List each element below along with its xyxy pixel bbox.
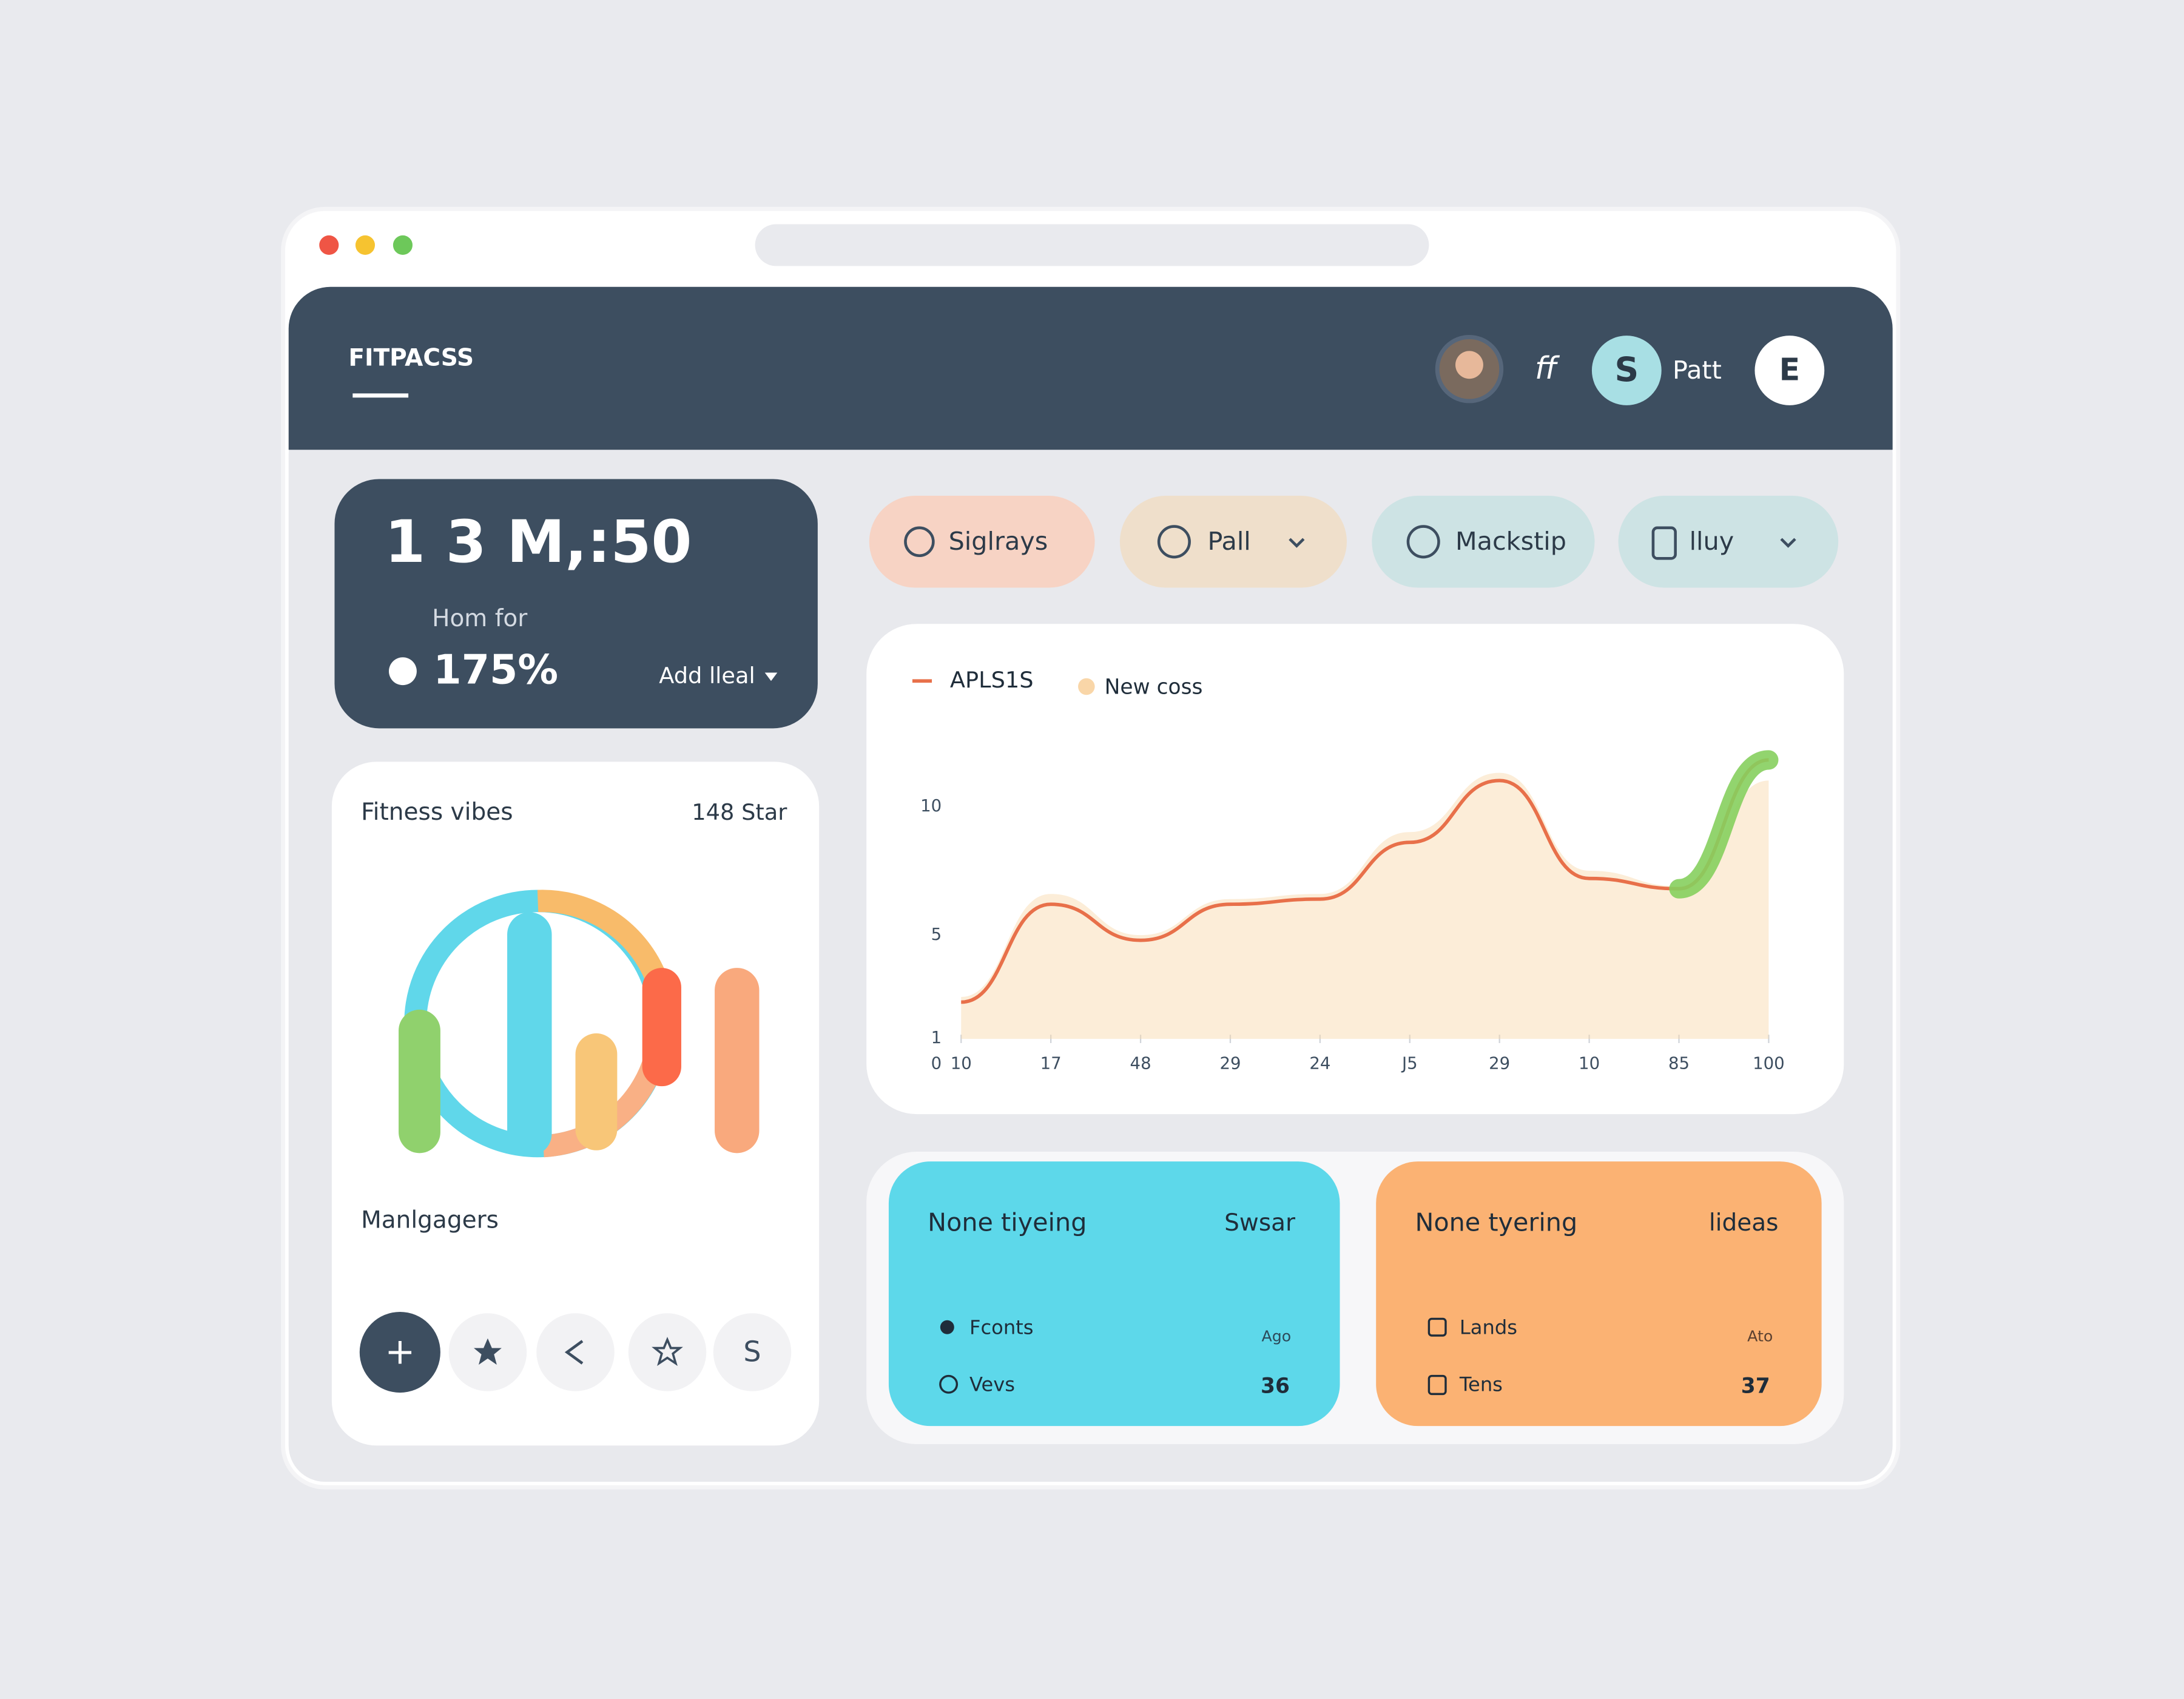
info-value: 37	[1741, 1374, 1770, 1398]
legend-label: APLS1S	[950, 667, 1034, 693]
x-tick-label: J5	[1401, 1053, 1418, 1073]
chevron	[1289, 538, 1305, 548]
filter-pill[interactable]	[869, 496, 1095, 588]
share-button[interactable]	[536, 1313, 615, 1391]
stat-action[interactable]: Add lleal	[659, 663, 755, 689]
info-card[interactable]	[888, 1161, 1340, 1427]
url-bar[interactable]	[755, 224, 1429, 266]
ring-bar	[642, 968, 681, 1087]
avatar-face	[1455, 351, 1483, 379]
share-icon	[564, 1340, 584, 1365]
info-value: 36	[1261, 1374, 1290, 1398]
ring-bar	[507, 912, 552, 1156]
filter-icon	[904, 526, 935, 558]
row-icon	[940, 1320, 954, 1334]
info-tag: lideas	[1709, 1209, 1779, 1237]
x-tick-label: 100	[1753, 1053, 1785, 1073]
y-tick-label: 5	[931, 925, 942, 944]
filter-icon	[1157, 525, 1191, 559]
menu-letter: E	[1779, 351, 1801, 387]
ring-bar	[715, 968, 760, 1153]
info-title: None tyering	[1415, 1208, 1577, 1237]
star-outline	[652, 1337, 683, 1366]
info-row: Tens	[1459, 1373, 1503, 1396]
line-chart: 0 1 5 10 10 17 48 29 24 J5 29 10 85 100 APLS1S New coss	[912, 667, 1785, 1073]
info-tag: Swsar	[1224, 1209, 1296, 1237]
filter-label: Pall	[1207, 527, 1250, 556]
filter-label: lluy	[1690, 527, 1734, 556]
add-button[interactable]	[359, 1311, 440, 1393]
filter-icon	[1406, 525, 1440, 559]
y-tick-label: 10	[920, 796, 942, 816]
stat-icon	[388, 657, 417, 686]
filter-pill[interactable]	[1372, 496, 1595, 588]
activity-subtitle: Manlgagers	[361, 1206, 499, 1234]
x-tick-label: 17	[1040, 1053, 1062, 1073]
activity-title: Fitness vibes	[361, 799, 513, 826]
stat-value: 1 3 M,:50	[385, 508, 692, 576]
filter-pill[interactable]	[1618, 496, 1839, 588]
legend-key	[1078, 678, 1095, 695]
row-icon	[1427, 1374, 1447, 1396]
x-tick-label: 29	[1489, 1053, 1510, 1073]
ring-bar	[399, 1009, 440, 1153]
info-row: Lands	[1460, 1316, 1517, 1339]
filter-pill[interactable]	[1119, 496, 1347, 588]
x-tick-label: 24	[1309, 1053, 1330, 1073]
info-note: Ago	[1261, 1327, 1291, 1345]
info-row: Fconts	[969, 1316, 1033, 1339]
caret	[764, 672, 778, 681]
activity-stat: 148 Star	[692, 799, 787, 825]
filter-label: Mackstip	[1455, 527, 1566, 556]
avatar-letter: S	[1614, 350, 1639, 389]
x-tick-label: 29	[1219, 1053, 1241, 1073]
y-tick-label: 0	[931, 1053, 942, 1073]
x-tick-label: 10	[1579, 1053, 1600, 1073]
menu-button[interactable]	[1754, 336, 1825, 405]
stat-percent: 175%	[433, 646, 558, 694]
min-dot[interactable]	[355, 235, 376, 255]
x-tick-label: 85	[1668, 1053, 1690, 1073]
chevron	[1780, 538, 1796, 548]
star-button[interactable]	[628, 1313, 707, 1391]
info-title: None tiyeing	[928, 1208, 1087, 1237]
stat-card	[334, 479, 818, 729]
filter-label: Siglrays	[949, 527, 1048, 556]
y-tick-label: 1	[931, 1028, 942, 1047]
ring-arc	[537, 890, 666, 980]
row-icon	[1427, 1317, 1447, 1337]
s-button[interactable]	[713, 1313, 792, 1391]
info-row: Vevs	[969, 1373, 1015, 1396]
area	[961, 772, 1769, 1039]
brand: FITPACSS	[348, 345, 474, 372]
s-label: S	[743, 1335, 761, 1368]
x-tick-label: 48	[1130, 1053, 1151, 1073]
add-label: +	[385, 1331, 415, 1373]
header	[288, 286, 1893, 450]
user-name: Patt	[1673, 356, 1722, 385]
avatar-circle[interactable]	[1591, 336, 1662, 405]
close-dot[interactable]	[319, 235, 339, 255]
stat-caption: Hom for	[432, 605, 528, 632]
line	[961, 758, 1769, 1004]
ring-graphic	[399, 890, 760, 1158]
x-tick-label: 10	[951, 1053, 972, 1073]
info-note: Ato	[1747, 1327, 1773, 1345]
max-dot[interactable]	[393, 235, 413, 255]
highlight	[1669, 750, 1779, 899]
legend-label: New coss	[1105, 675, 1203, 699]
info-card[interactable]	[1376, 1161, 1822, 1427]
star-icon	[473, 1338, 502, 1365]
ring-bar	[575, 1033, 618, 1150]
filter-icon	[1651, 526, 1677, 560]
row-icon	[939, 1374, 959, 1394]
chart-card	[866, 624, 1844, 1115]
user-initials: ff	[1535, 350, 1560, 386]
